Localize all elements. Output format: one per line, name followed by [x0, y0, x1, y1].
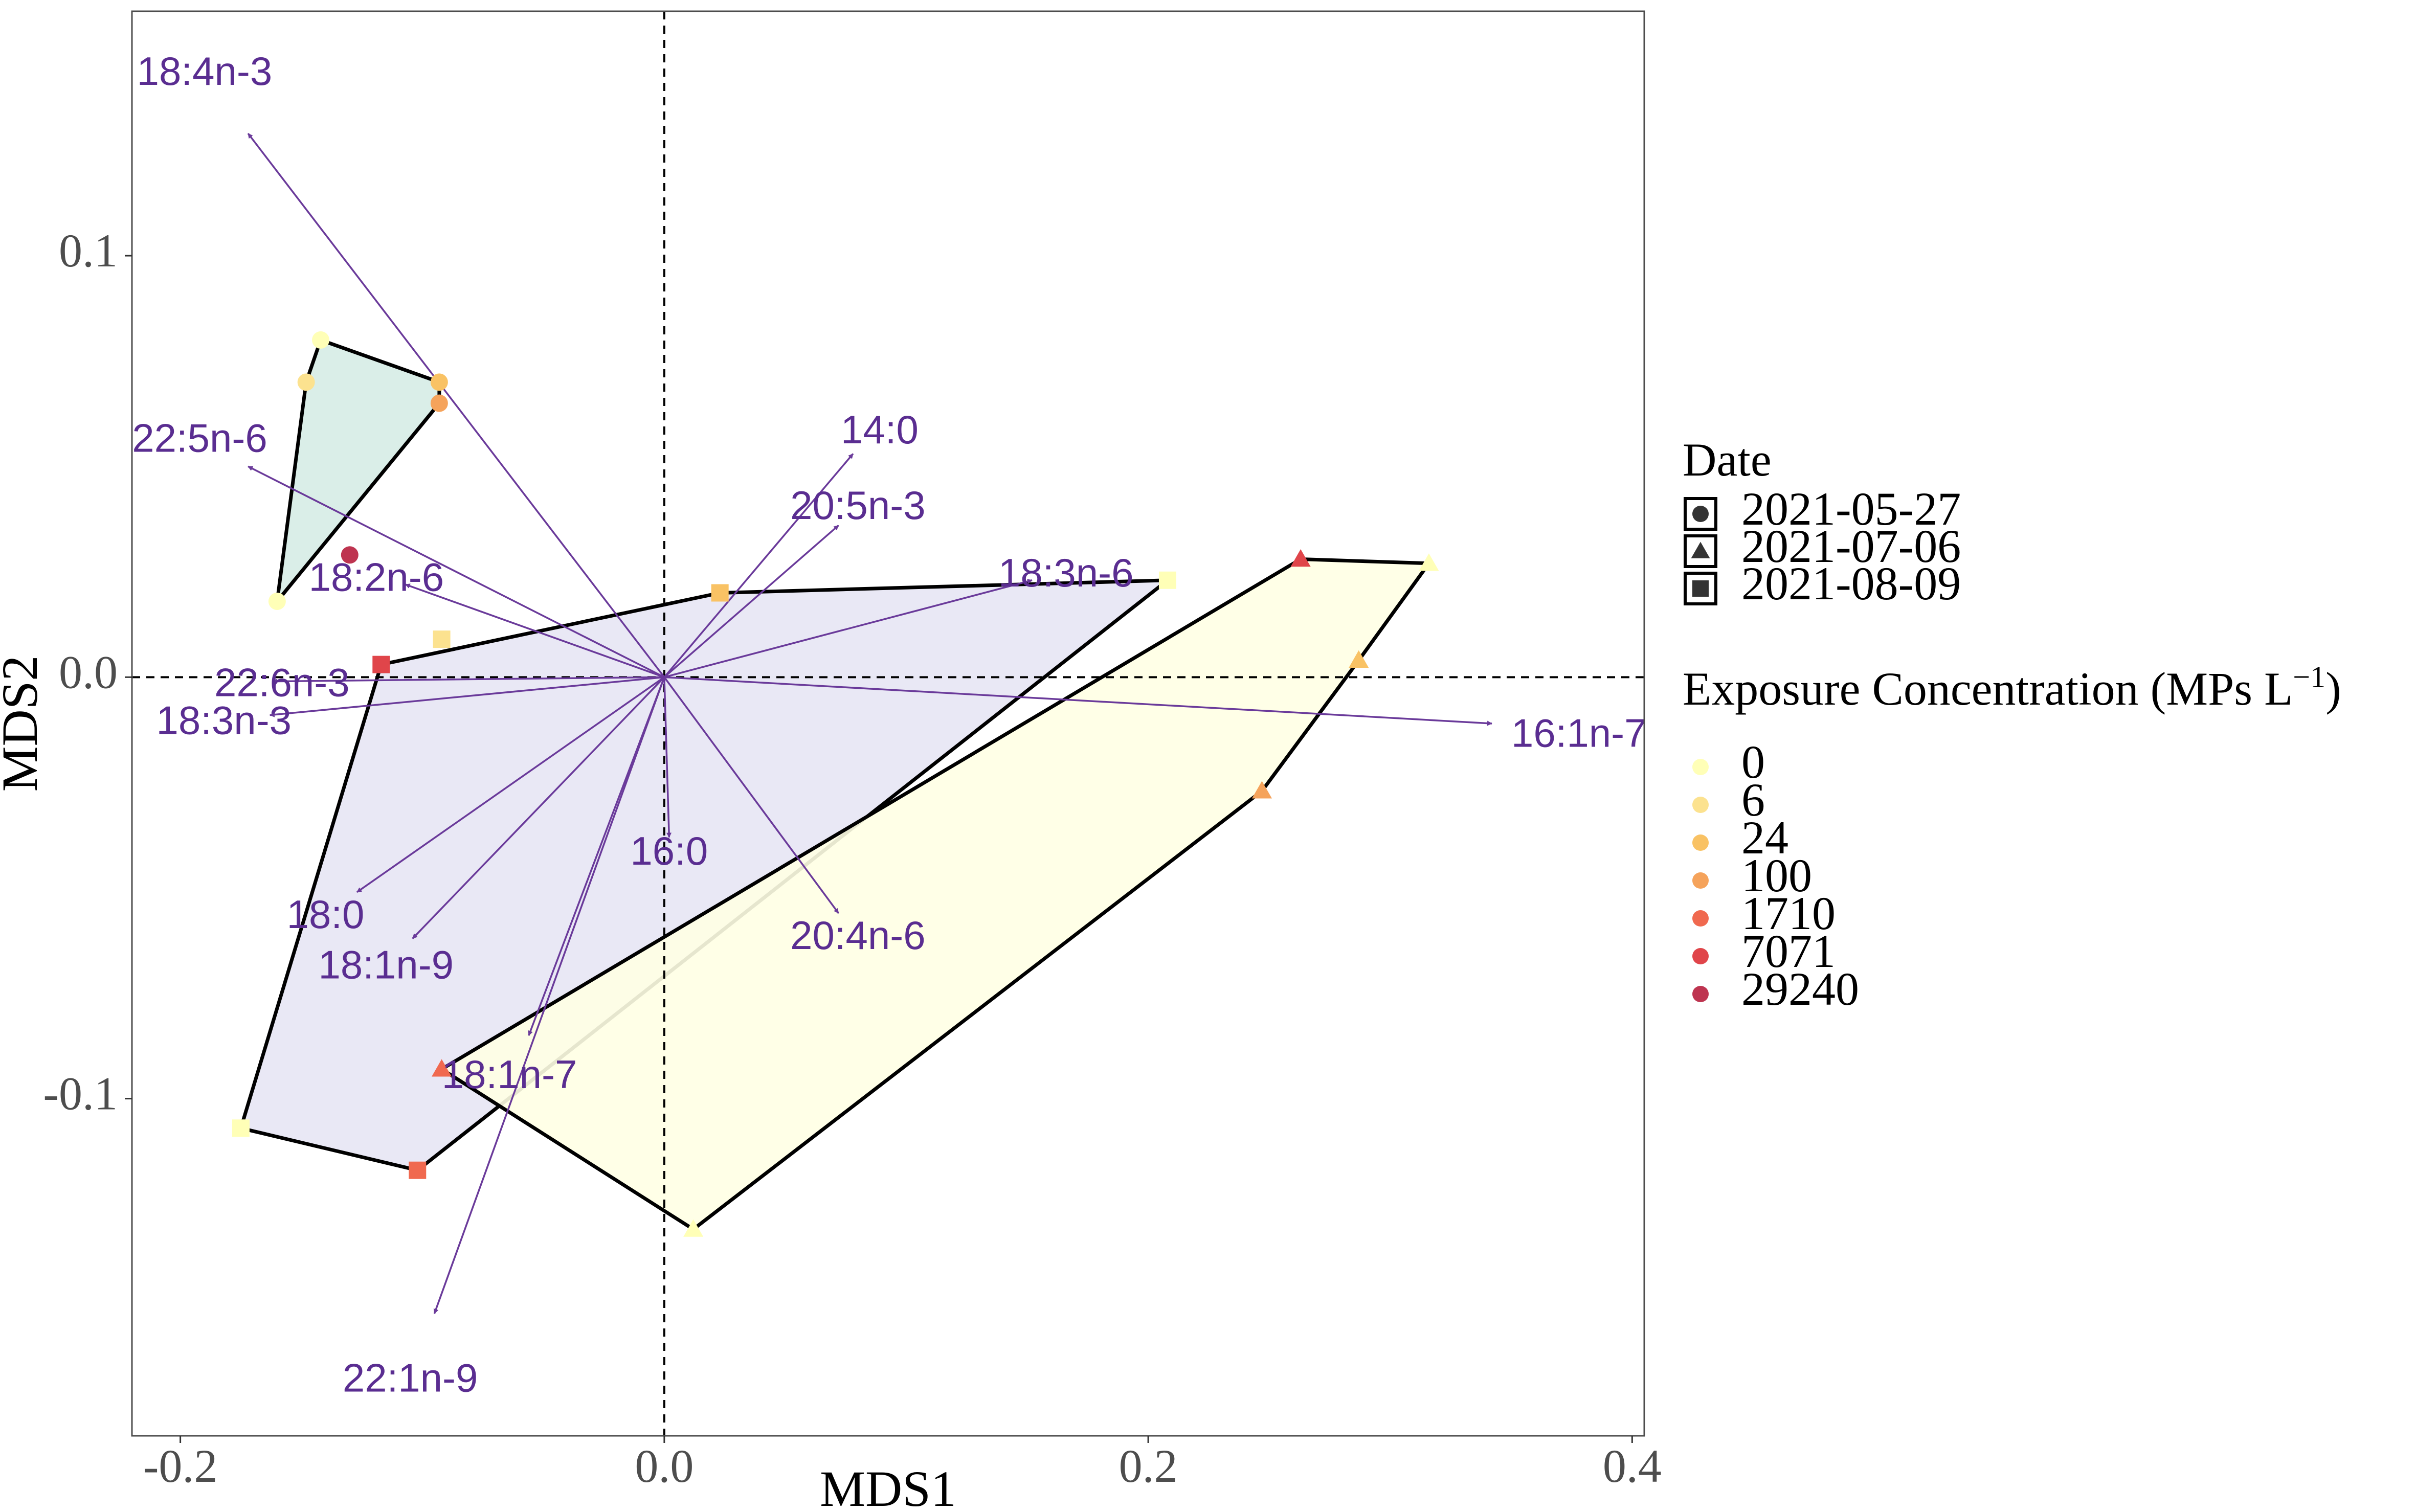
- vector-arrow-18:3n-3: [269, 676, 665, 717]
- data-point-triangle: [683, 1219, 704, 1237]
- data-point-triangle: [1290, 549, 1311, 567]
- data-point-square: [711, 584, 729, 602]
- vector-arrow-18:0: [356, 676, 665, 893]
- legend-date-label: 2021-08-09: [1741, 557, 1961, 610]
- legend-concentration-label: 100: [1741, 849, 1812, 901]
- legend-color-swatch: [1692, 986, 1709, 1002]
- data-point-square: [433, 630, 451, 648]
- vector-label: 18:1n-9: [319, 942, 454, 987]
- vector-label: 18:3n-6: [998, 550, 1134, 595]
- vector-label: 22:6n-3: [214, 660, 350, 705]
- reference-lines: [132, 11, 1644, 1436]
- vector-label: 14:0: [841, 407, 919, 452]
- vector-label: 20:4n-6: [790, 913, 926, 958]
- y-tick-label: 0.1: [59, 224, 118, 277]
- legend-date-label: 2021-05-27: [1741, 483, 1961, 535]
- legend-concentration-title: Exposure Concentration (MPs L−1): [1683, 660, 2341, 715]
- y-axis-title: MDS2: [0, 656, 48, 792]
- vector-label: 18:1n-7: [442, 1052, 577, 1097]
- vector-label: 22:5n-6: [132, 415, 267, 460]
- vector-label: 18:3n-3: [156, 698, 292, 743]
- vector-arrow-16:1n-7: [664, 676, 1492, 726]
- vector-arrow-18:3n-6: [664, 579, 1033, 679]
- vector-arrow-18:2n-6: [405, 583, 665, 678]
- data-point-circle: [297, 373, 315, 391]
- data-point-circle: [430, 394, 448, 412]
- legend-color-swatch: [1692, 797, 1709, 813]
- legend-date-title: Date: [1683, 434, 1772, 486]
- legend-concentration-label: 1710: [1741, 887, 1836, 939]
- axes: -0.2 0.0 0.2 0.4 0.1 0.0 -0.1 MDS1 MDS2: [0, 224, 1662, 1512]
- data-point-square: [372, 656, 390, 673]
- data-point-triangle: [432, 1059, 452, 1077]
- y-tick-label: -0.1: [43, 1068, 118, 1120]
- vector-label: 16:0: [630, 828, 708, 873]
- legend-color-swatch: [1692, 948, 1709, 964]
- legend-concentration-label: 24: [1741, 811, 1788, 864]
- legend-concentration-label: 6: [1741, 774, 1765, 826]
- vector-arrow-22:5n-6: [248, 465, 665, 678]
- vector-arrow-16:0: [663, 677, 672, 838]
- legend-color-swatch: [1692, 872, 1709, 889]
- x-tick-label: -0.2: [143, 1440, 218, 1492]
- data-point-square: [409, 1161, 427, 1179]
- legend-date-label: 2021-07-06: [1741, 520, 1961, 572]
- x-tick-label: 0.2: [1119, 1440, 1178, 1492]
- vector-label: 22:1n-9: [343, 1355, 478, 1400]
- legend-color-swatch: [1692, 834, 1709, 851]
- data-point-triangle: [1349, 650, 1369, 668]
- vector-label: 20:5n-3: [790, 483, 926, 528]
- vector-label: 18:2n-6: [309, 554, 444, 599]
- data-point-circle: [312, 331, 330, 349]
- data-point-square: [1158, 571, 1176, 589]
- y-tick-label: 0.0: [59, 646, 118, 698]
- vector-label: 18:4n-3: [137, 49, 273, 94]
- data-point-circle: [341, 546, 359, 564]
- vector-label: 16:1n-7: [1511, 710, 1647, 755]
- point-layer: [232, 331, 1439, 1237]
- x-tick-label: 0.4: [1603, 1440, 1662, 1492]
- vector-arrow-20:5n-3: [663, 525, 839, 678]
- legend-shape-square: [1692, 580, 1709, 597]
- data-point-triangle: [1251, 781, 1272, 799]
- legend-concentration-label: 7071: [1741, 925, 1836, 977]
- legend-concentration-label: 29240: [1741, 963, 1859, 1015]
- data-point-circle: [268, 592, 286, 610]
- vector-arrow-22:1n-9: [433, 676, 665, 1314]
- legend-color-swatch: [1692, 759, 1709, 775]
- vector-arrow-22:6n-3: [272, 676, 664, 684]
- vector-arrow-18:4n-3: [247, 132, 665, 678]
- vector-arrow-20:4n-6: [663, 676, 839, 914]
- legend-shape-triangle: [1691, 541, 1710, 558]
- vector-arrow-18:1n-7: [528, 676, 665, 1036]
- data-point-square: [232, 1119, 250, 1137]
- vector-arrow-14:0: [663, 453, 854, 678]
- data-point-circle: [430, 373, 448, 391]
- x-tick-label: 0.0: [635, 1440, 694, 1492]
- vector-label: 18:0: [287, 892, 365, 937]
- legend-color-swatch: [1692, 910, 1709, 927]
- legend-concentration-label: 0: [1741, 736, 1765, 788]
- legend-shape-circle: [1692, 506, 1709, 522]
- vector-label-layer: 18:4n-3 22:5n-6 18:2n-6 22:6n-318:3n-3 14:0 2…: [132, 49, 1646, 1400]
- legend-key-box: [1684, 572, 1717, 605]
- data-point-triangle: [1419, 553, 1439, 571]
- vector-arrow-18:1n-9: [412, 676, 665, 939]
- vector-layer: [247, 132, 1492, 1314]
- plot-panel-border: [131, 10, 1645, 1437]
- x-axis-title: MDS1: [820, 1460, 956, 1509]
